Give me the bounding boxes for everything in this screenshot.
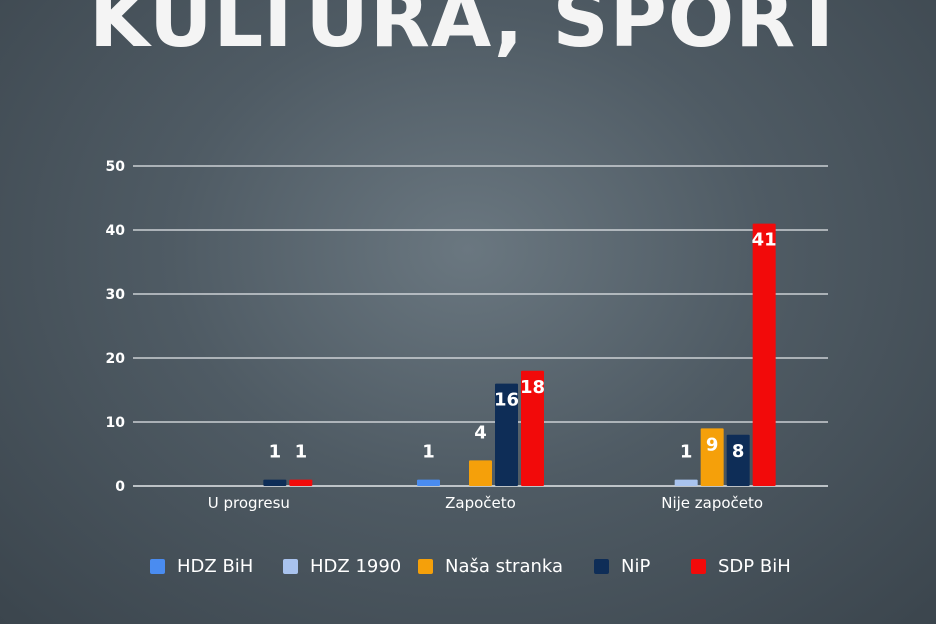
data-label: 8 — [732, 441, 745, 462]
x-tick-label: Započeto — [445, 494, 516, 512]
legend-item: Naša stranka — [418, 552, 563, 580]
legend-label: HDZ 1990 — [310, 555, 402, 577]
data-label: 1 — [295, 442, 308, 463]
legend-item: NiP — [594, 552, 650, 580]
x-tick-label: Nije započeto — [661, 494, 763, 512]
legend-swatch — [150, 558, 165, 574]
data-label: 1 — [422, 442, 435, 463]
legend-swatch — [418, 558, 433, 574]
y-tick-label: 0 — [115, 479, 125, 495]
data-label: 9 — [706, 434, 719, 455]
legend-label: Naša stranka — [445, 555, 564, 577]
y-tick-label: 10 — [106, 415, 126, 431]
x-tick-label: U progresu — [208, 494, 290, 512]
data-label: 41 — [752, 230, 777, 251]
legend-item: HDZ 1990 — [283, 552, 401, 580]
y-tick-label: 50 — [106, 159, 126, 175]
legend-swatch — [691, 558, 706, 574]
bar — [289, 479, 313, 486]
bar — [469, 460, 492, 486]
legend-item: HDZ BiH — [150, 552, 253, 580]
bar — [674, 479, 698, 486]
data-label: 4 — [474, 422, 487, 443]
bar — [521, 370, 544, 486]
bar — [752, 223, 776, 486]
chart-title: KULTURA, SPORT — [89, 0, 847, 65]
legend-swatch — [283, 558, 298, 574]
bar — [495, 383, 518, 486]
data-label: 16 — [494, 390, 519, 411]
data-label: 1 — [680, 442, 693, 463]
chart-legend: HDZ BiH HDZ 1990 Naša stranka NiP SDP BiH — [0, 552, 936, 580]
legend-swatch — [594, 558, 609, 574]
legend-item: SDP BiH — [691, 552, 791, 580]
bar — [417, 479, 440, 486]
legend-label: SDP BiH — [718, 555, 791, 577]
bar — [726, 434, 750, 486]
bar — [700, 428, 724, 486]
legend-label: HDZ BiH — [177, 555, 254, 577]
legend-label: NiP — [621, 555, 651, 577]
bar — [263, 479, 287, 486]
y-tick-label: 30 — [106, 287, 126, 303]
y-tick-label: 20 — [106, 351, 126, 367]
y-tick-label: 40 — [106, 223, 126, 239]
data-label: 18 — [520, 377, 545, 398]
data-label: 1 — [269, 442, 282, 463]
